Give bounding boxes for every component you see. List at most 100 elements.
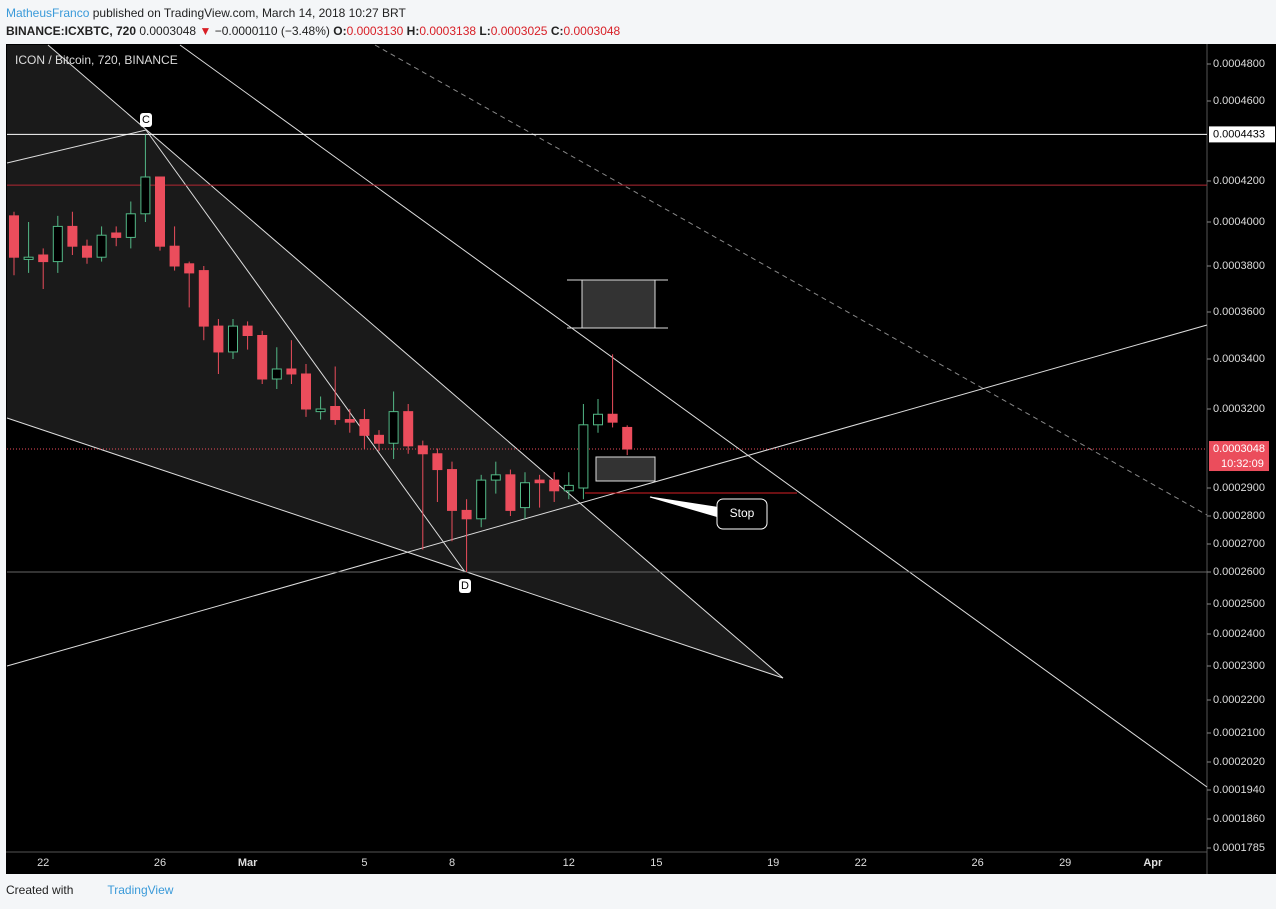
- candle-body: [607, 413, 618, 423]
- countdown: 10:32:09: [1221, 458, 1264, 470]
- y-tick-label: 0.0001860: [1213, 813, 1265, 825]
- c: 0.0003048: [563, 24, 621, 38]
- candle-body: [432, 453, 443, 471]
- candle-body: [330, 406, 341, 421]
- candle-body: [169, 245, 180, 267]
- candle-body: [388, 411, 399, 444]
- candle-body: [111, 232, 122, 238]
- candle-body: [228, 325, 238, 353]
- callout: [716, 498, 768, 530]
- y-tick-label: 0.0002400: [1213, 628, 1265, 640]
- candle-body: [242, 325, 253, 337]
- trend-line: [374, 44, 1208, 516]
- y-tick-label: 0.0001940: [1213, 784, 1265, 796]
- arrow: ▼: [199, 24, 212, 38]
- candle-body: [476, 479, 487, 520]
- y-tick-label: 0.0003400: [1213, 353, 1265, 365]
- candle-body: [520, 482, 530, 509]
- y-tick-label: 0.0004200: [1213, 175, 1265, 187]
- candle-body: [505, 474, 516, 511]
- x-tick-label: 8: [449, 857, 455, 869]
- point-badge: [140, 113, 152, 127]
- author[interactable]: MatheusFranco: [6, 6, 90, 20]
- candle-body: [447, 469, 457, 511]
- chart-title: ICON / Bitcoin, 720, BINANCE: [15, 53, 178, 67]
- y-tick-label: 0.0002600: [1213, 566, 1265, 578]
- y-tick-label: 0.0002100: [1213, 727, 1265, 739]
- candle-body: [96, 234, 107, 258]
- y-tick-label: 0.0002500: [1213, 598, 1265, 610]
- header-line: MatheusFranco published on TradingView.c…: [6, 4, 620, 22]
- candle-body: [82, 245, 92, 258]
- y-tick-label: 0.0002800: [1213, 510, 1265, 522]
- point-badge: [459, 579, 471, 593]
- x-tick-label: Mar: [238, 857, 258, 869]
- y-tick-label: 0.0004000: [1213, 216, 1265, 228]
- y-tick-label: 0.0002200: [1213, 694, 1265, 706]
- l: 0.0003025: [490, 24, 548, 38]
- c-label: C:: [550, 24, 564, 38]
- candle-body: [125, 213, 136, 238]
- created: Created with: [6, 883, 74, 897]
- price-label-box: [1209, 126, 1275, 143]
- drawings: [6, 44, 1208, 788]
- o-label: O:: [333, 24, 347, 38]
- x-tick-label: 12: [563, 857, 575, 869]
- candle-body: [155, 176, 165, 247]
- y-tick-label: 0.0001785: [1213, 842, 1265, 854]
- candle-body: [213, 325, 224, 353]
- x-tick-label: 26: [971, 857, 983, 869]
- trend-line: [6, 324, 1208, 667]
- y-tick-label: 0.0003800: [1213, 260, 1265, 272]
- candle-body: [359, 419, 370, 436]
- candle-body: [9, 215, 19, 258]
- ohlc-line: BINANCE:ICXBTC, 720 0.0003048 ▼ −0.00001…: [6, 22, 620, 40]
- footer: Created with TradingView: [6, 883, 173, 897]
- h-label: H:: [406, 24, 420, 38]
- candle-body: [622, 426, 633, 450]
- candle-body: [344, 419, 355, 423]
- target-box: [581, 279, 656, 329]
- symbol: BINANCE:ICXBTC, 720: [6, 24, 137, 38]
- x-tick-label: 22: [37, 857, 49, 869]
- y-tick-label: 0.0002020: [1213, 756, 1265, 768]
- x-tick-label: Apr: [1143, 857, 1163, 869]
- change: −0.0000110 (−3.48%): [214, 24, 330, 38]
- candle-body: [52, 225, 63, 263]
- l-label: L:: [479, 24, 491, 38]
- price-label-box: [1209, 441, 1269, 472]
- candle-body: [315, 408, 326, 413]
- x-tick-label: 15: [650, 857, 662, 869]
- x-tick-label: 26: [154, 857, 166, 869]
- trend-line: [6, 417, 784, 679]
- candle-body: [593, 413, 603, 426]
- wedge-fill: [7, 45, 783, 678]
- x-tick-label: 22: [855, 857, 867, 869]
- candle-body: [184, 263, 195, 274]
- y-tick-label: 0.0004600: [1213, 95, 1265, 107]
- callout-text: Stop: [730, 506, 755, 520]
- last: 0.0003048: [139, 24, 197, 38]
- candle-body: [549, 479, 560, 492]
- candle-body: [301, 373, 311, 410]
- y-tick-label: 0.0003600: [1213, 306, 1265, 318]
- candle-body: [38, 254, 49, 263]
- x-tick-label: 19: [767, 857, 779, 869]
- y-tick-label: 0.0002300: [1213, 660, 1265, 672]
- candle-body: [461, 509, 472, 520]
- y-tick-label: 0.0002900: [1213, 482, 1265, 494]
- y-tick-label: 0.0002700: [1213, 538, 1265, 550]
- candle-body: [490, 474, 501, 481]
- published: published on TradingView.com, March 14, …: [92, 6, 406, 20]
- candle-body: [578, 424, 589, 489]
- candle-body: [374, 434, 384, 444]
- candle-body: [140, 176, 151, 215]
- point-label: C: [142, 114, 150, 126]
- candle-body: [417, 445, 428, 455]
- brand[interactable]: TradingView: [107, 883, 174, 897]
- h: 0.0003138: [419, 24, 477, 38]
- candle-body: [403, 411, 414, 447]
- o: 0.0003130: [346, 24, 404, 38]
- x-tick-label: 29: [1059, 857, 1071, 869]
